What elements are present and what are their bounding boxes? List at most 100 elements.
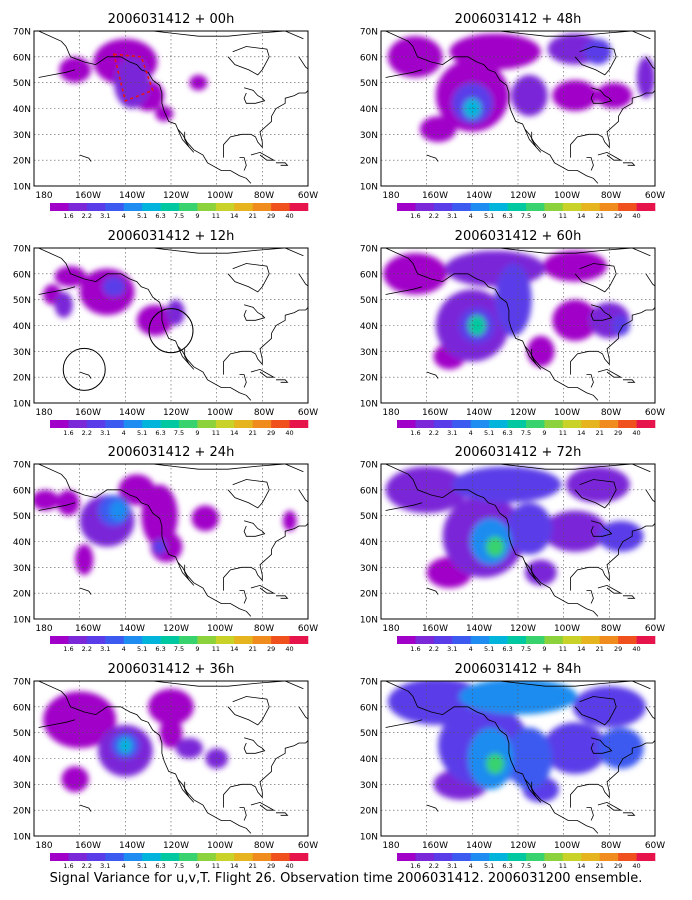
colorbar-swatch: [252, 203, 272, 211]
coastline: [590, 520, 613, 537]
colorbar-label: 1.6: [63, 862, 73, 870]
colorbar-swatch: [197, 636, 217, 644]
colorbar-label: 2.2: [429, 429, 439, 437]
coastline: [239, 157, 247, 171]
lon-tick-label: 100W: [554, 624, 580, 634]
lon-tick-label: 80W: [254, 408, 274, 418]
colorbar-swatch: [105, 203, 125, 211]
lat-tick-label: 40N: [13, 755, 31, 765]
colorbar-label: 11: [559, 862, 567, 870]
colorbar-swatch: [50, 420, 69, 428]
variance-field: [34, 474, 297, 576]
coastline: [385, 31, 599, 184]
coastline: [623, 162, 636, 166]
colorbar-label: 7.5: [521, 429, 531, 437]
coastline: [597, 584, 623, 594]
colorbar-label: 1.6: [63, 429, 73, 437]
variance-contour: [595, 82, 633, 109]
map-frame: [380, 680, 656, 837]
colorbar-label: 40: [285, 862, 293, 870]
coastline: [177, 129, 195, 153]
lon-tick-label: 80W: [601, 624, 621, 634]
coastline: [408, 31, 651, 40]
lon-tick-label: 160W: [422, 191, 448, 201]
colorbar-label: 2.2: [82, 645, 92, 653]
coastline: [38, 248, 252, 401]
lon-tick-label: 180: [382, 841, 399, 851]
lon-tick-label: 120W: [510, 841, 536, 851]
coastline: [177, 779, 195, 803]
colorbar-swatch: [599, 636, 619, 644]
colorbar-label: 11: [212, 645, 220, 653]
coastline: [385, 286, 423, 295]
colorbar-label: 29: [267, 212, 275, 220]
lon-tick-label: 80W: [254, 841, 274, 851]
lat-tick-label: 70N: [360, 461, 378, 471]
lat-tick-label: 20N: [360, 374, 378, 384]
colorbar-swatch: [397, 203, 416, 211]
lon-tick-label: 120W: [510, 408, 536, 418]
colorbar-label: 2.2: [82, 429, 92, 437]
coastline: [79, 804, 92, 812]
colorbar-swatch: [123, 420, 143, 428]
coastline: [250, 801, 276, 811]
coastline: [177, 562, 195, 586]
colorbar-label: 5.1: [137, 645, 147, 653]
variance-contour: [175, 737, 203, 759]
colorbar-label: 21: [249, 429, 257, 437]
colorbar-swatch: [433, 636, 453, 644]
colorbar-swatch: [289, 420, 309, 428]
colorbar-label: 40: [632, 862, 640, 870]
colorbar-swatch: [470, 636, 490, 644]
colorbar-label: 11: [559, 212, 567, 220]
variance-contour: [506, 502, 553, 555]
lat-tick-label: 20N: [13, 807, 31, 817]
panel-title: 2006031412 + 00h: [108, 12, 235, 27]
lon-tick-label: 80W: [601, 841, 621, 851]
colorbar-label: 2.2: [429, 862, 439, 870]
colorbar-swatch: [452, 636, 472, 644]
variance-contour: [511, 74, 548, 117]
colorbar-swatch: [544, 420, 564, 428]
colorbar-label: 1.6: [410, 645, 420, 653]
coastline: [408, 464, 651, 473]
coastline: [38, 502, 76, 511]
lat-tick-label: 30N: [360, 781, 378, 791]
target-circle: [148, 308, 194, 354]
colorbar-swatch: [160, 853, 180, 861]
coastline: [276, 379, 289, 383]
colorbar-label: 40: [285, 212, 293, 220]
colorbar-swatch: [526, 636, 545, 644]
coastline: [590, 737, 613, 754]
lat-tick-label: 60N: [13, 703, 31, 713]
lat-tick-label: 70N: [360, 678, 378, 688]
coastline: [61, 464, 304, 473]
lon-tick-label: 140W: [119, 408, 145, 418]
colorbar-swatch: [562, 420, 582, 428]
lat-tick-label: 50N: [360, 79, 378, 89]
colorbar-label: 5.1: [484, 645, 494, 653]
colorbar-swatch: [68, 853, 88, 861]
lon-tick-label: 140W: [119, 841, 145, 851]
coastline: [524, 129, 542, 153]
lat-tick-label: 60N: [13, 486, 31, 496]
colorbar-label: 5.1: [137, 862, 147, 870]
colorbar-swatch: [544, 853, 564, 861]
colorbar-label: 29: [614, 212, 622, 220]
coastline: [524, 779, 542, 803]
coastline: [61, 681, 304, 690]
coastline: [250, 584, 276, 594]
colorbar-swatch: [470, 853, 490, 861]
coastline: [38, 31, 252, 184]
colorbar-swatch: [544, 636, 564, 644]
lon-tick-label: 160W: [75, 191, 101, 201]
lat-tick-label: 70N: [360, 245, 378, 255]
variance-contour: [54, 291, 73, 318]
colorbar-swatch: [142, 636, 161, 644]
colorbar-label: 9: [195, 645, 199, 653]
coastline: [79, 371, 92, 379]
panel-title: 2006031412 + 12h: [108, 229, 235, 244]
colorbar-swatch: [618, 853, 637, 861]
colorbar-swatch: [507, 853, 527, 861]
variance-contour: [419, 116, 457, 143]
